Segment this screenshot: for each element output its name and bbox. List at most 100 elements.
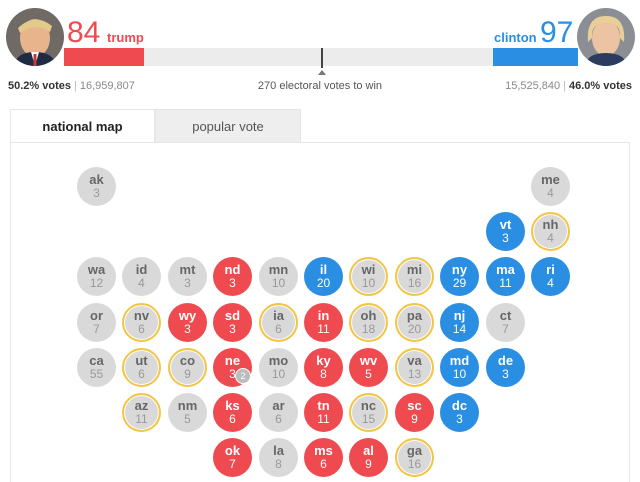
state-nv[interactable]: nv 6 bbox=[122, 303, 161, 342]
state-abbr: tn bbox=[317, 398, 330, 413]
state-oh[interactable]: oh 18 bbox=[349, 303, 388, 342]
state-al[interactable]: al 9 bbox=[349, 438, 388, 477]
state-abbr: in bbox=[317, 308, 330, 323]
state-abbr: dc bbox=[451, 398, 468, 413]
state-ky[interactable]: ky 8 bbox=[304, 348, 343, 387]
state-va[interactable]: va 13 bbox=[395, 348, 434, 387]
state-la[interactable]: la 8 bbox=[259, 438, 298, 477]
state-ak[interactable]: ak 3 bbox=[77, 167, 116, 206]
state-ne[interactable]: ne 3 2 bbox=[213, 348, 252, 387]
state-electoral-votes: 10 bbox=[271, 367, 286, 381]
state-ks[interactable]: ks 6 bbox=[213, 393, 252, 432]
state-wv[interactable]: wv 5 bbox=[349, 348, 388, 387]
state-electoral-votes: 11 bbox=[317, 322, 330, 336]
state-electoral-votes: 3 bbox=[229, 367, 236, 381]
tab-popular-vote[interactable]: popular vote bbox=[155, 109, 301, 143]
state-abbr: md bbox=[449, 353, 470, 368]
state-dc[interactable]: dc 3 bbox=[440, 393, 479, 432]
clinton-progress-fill bbox=[493, 48, 578, 66]
state-ia[interactable]: ia 6 bbox=[259, 303, 298, 342]
state-vt[interactable]: vt 3 bbox=[486, 212, 525, 251]
state-sc[interactable]: sc 9 bbox=[395, 393, 434, 432]
state-id[interactable]: id 4 bbox=[122, 257, 161, 296]
state-abbr: nd bbox=[224, 262, 241, 277]
tab-national-map[interactable]: national map bbox=[10, 109, 155, 143]
state-me[interactable]: me 4 bbox=[531, 167, 570, 206]
state-or[interactable]: or 7 bbox=[77, 303, 116, 342]
clinton-vote-pct: 46.0% votes bbox=[569, 80, 632, 92]
state-nc[interactable]: nc 15 bbox=[349, 393, 388, 432]
state-abbr: ga bbox=[406, 443, 423, 458]
state-de[interactable]: de 3 bbox=[486, 348, 525, 387]
state-in[interactable]: in 11 bbox=[304, 303, 343, 342]
state-abbr: ok bbox=[224, 443, 241, 458]
state-mn[interactable]: mn 10 bbox=[259, 257, 298, 296]
state-electoral-votes: 3 bbox=[456, 412, 463, 426]
state-abbr: ks bbox=[225, 398, 240, 413]
clinton-popular-votes: 15,525,840 | 46.0% votes bbox=[505, 80, 632, 92]
state-electoral-votes: 16 bbox=[407, 457, 422, 471]
state-electoral-votes: 18 bbox=[361, 322, 376, 336]
state-ok[interactable]: ok 7 bbox=[213, 438, 252, 477]
state-ms[interactable]: ms 6 bbox=[304, 438, 343, 477]
state-nm[interactable]: nm 5 bbox=[168, 393, 207, 432]
state-nh[interactable]: nh 4 bbox=[531, 212, 570, 251]
state-abbr: ia bbox=[273, 308, 284, 323]
clinton-vote-count: 15,525,840 bbox=[505, 80, 561, 92]
state-sd[interactable]: sd 3 bbox=[213, 303, 252, 342]
state-co[interactable]: co 9 bbox=[168, 348, 207, 387]
state-abbr: il bbox=[319, 262, 328, 277]
threshold-arrow-icon bbox=[318, 70, 326, 75]
state-abbr: mt bbox=[179, 262, 196, 277]
state-abbr: wy bbox=[178, 308, 197, 323]
state-wa[interactable]: wa 12 bbox=[77, 257, 116, 296]
state-wi[interactable]: wi 10 bbox=[349, 257, 388, 296]
state-ny[interactable]: ny 29 bbox=[440, 257, 479, 296]
state-nd[interactable]: nd 3 bbox=[213, 257, 252, 296]
state-electoral-votes: 7 bbox=[502, 322, 509, 336]
state-az[interactable]: az 11 bbox=[122, 393, 161, 432]
state-abbr: ak bbox=[89, 172, 104, 187]
state-electoral-votes: 3 bbox=[93, 186, 100, 200]
state-mt[interactable]: mt 3 bbox=[168, 257, 207, 296]
clinton-avatar bbox=[577, 8, 635, 66]
state-abbr: al bbox=[363, 443, 374, 458]
state-electoral-votes: 11 bbox=[317, 412, 330, 426]
state-abbr: la bbox=[273, 443, 284, 458]
state-ga[interactable]: ga 16 bbox=[395, 438, 434, 477]
state-il[interactable]: il 20 bbox=[304, 257, 343, 296]
state-wy[interactable]: wy 3 bbox=[168, 303, 207, 342]
state-electoral-votes: 10 bbox=[271, 276, 286, 290]
state-electoral-votes: 6 bbox=[138, 322, 145, 336]
state-electoral-votes: 3 bbox=[502, 367, 509, 381]
state-electoral-votes: 6 bbox=[229, 412, 236, 426]
state-abbr: mn bbox=[268, 262, 289, 277]
state-nj[interactable]: nj 14 bbox=[440, 303, 479, 342]
state-electoral-votes: 5 bbox=[365, 367, 372, 381]
state-ar[interactable]: ar 6 bbox=[259, 393, 298, 432]
state-md[interactable]: md 10 bbox=[440, 348, 479, 387]
trump-vote-count: 16,959,807 bbox=[79, 80, 135, 92]
state-mo[interactable]: mo 10 bbox=[259, 348, 298, 387]
state-electoral-votes: 3 bbox=[229, 276, 236, 290]
state-electoral-votes: 10 bbox=[361, 276, 376, 290]
state-abbr: mo bbox=[268, 353, 289, 368]
state-ca[interactable]: ca 55 bbox=[77, 348, 116, 387]
state-pa[interactable]: pa 20 bbox=[395, 303, 434, 342]
state-abbr: nc bbox=[360, 398, 377, 413]
state-abbr: or bbox=[90, 308, 103, 323]
state-abbr: sc bbox=[407, 398, 422, 413]
state-electoral-votes: 15 bbox=[361, 412, 376, 426]
state-electoral-votes: 7 bbox=[93, 322, 100, 336]
state-electoral-votes: 6 bbox=[138, 367, 145, 381]
state-abbr: wv bbox=[359, 353, 378, 368]
state-electoral-votes: 9 bbox=[411, 412, 418, 426]
state-ri[interactable]: ri 4 bbox=[531, 257, 570, 296]
state-tn[interactable]: tn 11 bbox=[304, 393, 343, 432]
district-split-badge[interactable]: 2 bbox=[235, 368, 251, 384]
state-ut[interactable]: ut 6 bbox=[122, 348, 161, 387]
state-ct[interactable]: ct 7 bbox=[486, 303, 525, 342]
state-electoral-votes: 13 bbox=[407, 367, 422, 381]
state-mi[interactable]: mi 16 bbox=[395, 257, 434, 296]
state-ma[interactable]: ma 11 bbox=[486, 257, 525, 296]
